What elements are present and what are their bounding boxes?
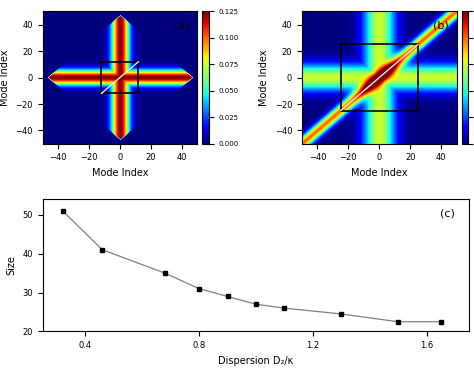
X-axis label: Mode Index: Mode Index bbox=[91, 168, 148, 178]
Y-axis label: Size: Size bbox=[7, 255, 17, 275]
Y-axis label: Mode Index: Mode Index bbox=[259, 49, 269, 106]
Bar bbox=[101, 62, 138, 93]
X-axis label: Mode Index: Mode Index bbox=[351, 168, 408, 178]
Text: (c): (c) bbox=[440, 208, 456, 218]
Text: (b): (b) bbox=[433, 21, 449, 31]
Y-axis label: Mode Index: Mode Index bbox=[0, 49, 10, 106]
Text: (a): (a) bbox=[174, 21, 190, 31]
X-axis label: Dispersion D₂/κ: Dispersion D₂/κ bbox=[218, 356, 294, 366]
Bar bbox=[341, 45, 418, 110]
